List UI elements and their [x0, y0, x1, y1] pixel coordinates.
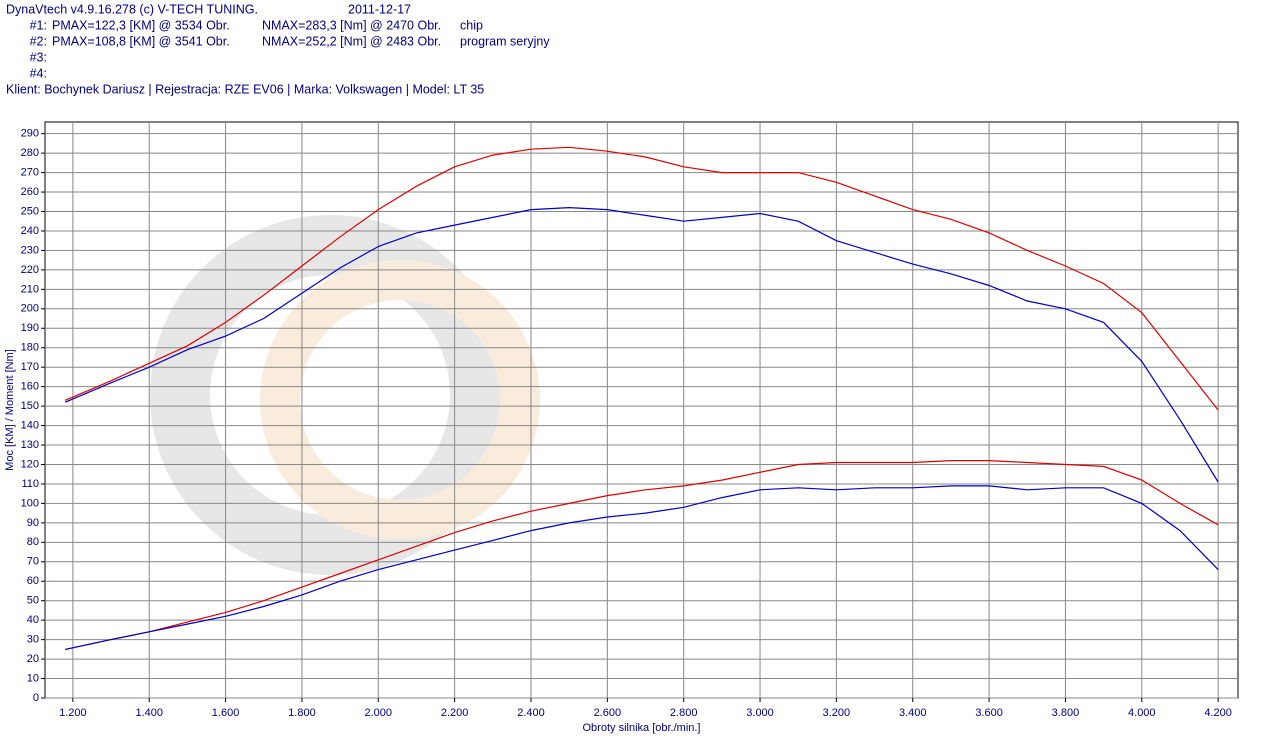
y-tick-label: 40: [27, 614, 39, 626]
y-tick-label: 290: [21, 128, 39, 140]
y-tick-label: 0: [33, 692, 39, 704]
x-tick-label: 4.000: [1128, 707, 1156, 719]
y-tick-label: 150: [21, 400, 39, 412]
y-tick-label: 20: [27, 653, 39, 665]
y-tick-label: 270: [21, 167, 39, 179]
x-axis-label: Obroty silnika [obr./min.]: [583, 722, 701, 734]
y-tick-label: 60: [27, 575, 39, 587]
y-tick-label: 250: [21, 205, 39, 217]
y-tick-label: 240: [21, 225, 39, 237]
watermark-ring: [260, 260, 540, 540]
x-tick-label: 3.400: [899, 707, 927, 719]
y-tick-label: 120: [21, 458, 39, 470]
client-info: Klient: Bochynek Dariusz | Rejestracja: …: [6, 82, 484, 96]
x-tick-label: 4.200: [1204, 707, 1232, 719]
run-info: NMAX=252,2 [Nm] @ 2483 Obr.: [262, 34, 441, 48]
y-axis-label: Moc [KM] / Moment [Nm]: [4, 349, 16, 471]
y-tick-label: 210: [21, 283, 39, 295]
y-tick-label: 140: [21, 419, 39, 431]
x-tick-label: 1.800: [288, 707, 316, 719]
date: 2011-12-17: [348, 2, 411, 16]
y-tick-label: 230: [21, 244, 39, 256]
run-id: #4:: [30, 66, 47, 80]
y-tick-label: 200: [21, 303, 39, 315]
run-id: #1:: [30, 18, 47, 32]
x-tick-label: 3.600: [975, 707, 1003, 719]
x-tick-label: 1.600: [212, 707, 240, 719]
y-tick-label: 30: [27, 634, 39, 646]
y-tick-label: 260: [21, 186, 39, 198]
y-tick-label: 170: [21, 361, 39, 373]
y-tick-label: 190: [21, 322, 39, 334]
program-title: DynaVtech v4.9.16.278 (c) V-TECH TUNING.: [6, 2, 258, 16]
x-tick-label: 3.200: [823, 707, 851, 719]
run-id: #3:: [30, 50, 47, 64]
y-tick-label: 130: [21, 439, 39, 451]
y-tick-label: 100: [21, 497, 39, 509]
y-tick-label: 180: [21, 342, 39, 354]
x-tick-label: 3.000: [746, 707, 774, 719]
data-line: [64, 146, 1219, 411]
y-tick-label: 50: [27, 595, 39, 607]
y-tick-label: 110: [21, 478, 39, 490]
x-tick-label: 3.800: [1052, 707, 1080, 719]
run-id: #2:: [30, 34, 47, 48]
x-tick-label: 1.400: [135, 707, 163, 719]
x-tick-label: 2.200: [441, 707, 469, 719]
x-tick-label: 1.200: [59, 707, 87, 719]
x-tick-label: 2.000: [365, 707, 393, 719]
run-info: PMAX=108,8 [KM] @ 3541 Obr.: [52, 34, 230, 48]
y-tick-label: 220: [21, 264, 39, 276]
y-tick-label: 160: [21, 381, 39, 393]
y-tick-label: 280: [21, 147, 39, 159]
x-tick-label: 2.600: [594, 707, 622, 719]
run-info: NMAX=283,3 [Nm] @ 2470 Obr.: [262, 18, 441, 32]
data-line: [65, 485, 1219, 650]
y-tick-label: 90: [27, 517, 39, 529]
x-tick-label: 2.800: [670, 707, 698, 719]
data-line: [65, 460, 1219, 650]
header: DynaVtech v4.9.16.278 (c) V-TECH TUNING.…: [6, 2, 550, 96]
run-info: chip: [460, 18, 483, 32]
y-tick-label: 70: [27, 556, 39, 568]
run-info: PMAX=122,3 [KM] @ 3534 Obr.: [52, 18, 230, 32]
y-tick-label: 80: [27, 536, 39, 548]
run-info: program seryjny: [460, 34, 550, 48]
y-tick-label: 10: [27, 672, 39, 684]
x-tick-label: 2.400: [517, 707, 545, 719]
data-line: [64, 206, 1219, 483]
